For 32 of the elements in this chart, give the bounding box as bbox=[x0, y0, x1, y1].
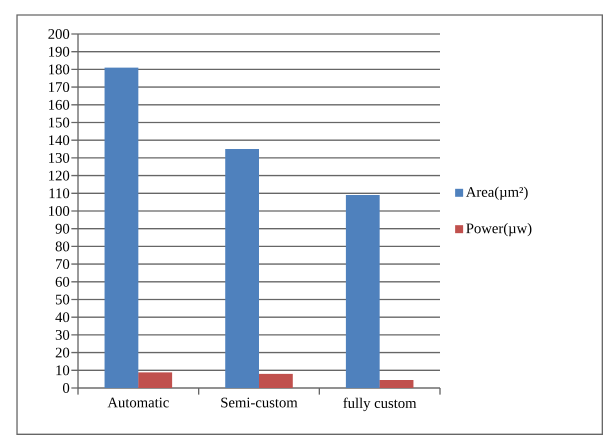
y-tick-label: 40 bbox=[55, 312, 70, 322]
y-tick-label: 30 bbox=[56, 330, 70, 340]
y-tick-label: 160 bbox=[49, 100, 70, 110]
bar bbox=[380, 380, 414, 388]
bar bbox=[104, 68, 138, 388]
y-tick-label: 130 bbox=[49, 152, 70, 163]
y-tick-label: 50 bbox=[56, 294, 70, 304]
x-tick-label: Semi-custom bbox=[221, 398, 298, 408]
x-tick-label: fully custom bbox=[343, 398, 416, 412]
bar bbox=[225, 149, 260, 388]
x-tick-label: Automatic bbox=[108, 398, 169, 408]
y-tick-label: 110 bbox=[50, 188, 70, 198]
y-tick-label: 140 bbox=[49, 135, 70, 146]
y-tick-label: 20 bbox=[56, 348, 70, 358]
y-tick-label: 0 bbox=[62, 383, 70, 393]
bar bbox=[138, 372, 172, 388]
y-tick-label: 170 bbox=[49, 82, 70, 92]
y-tick-label: 90 bbox=[56, 224, 70, 234]
y-tick-label: 10 bbox=[56, 365, 70, 376]
y-tick-label: 100 bbox=[49, 206, 70, 216]
bar bbox=[259, 374, 293, 388]
legend-label: Power(µw) bbox=[466, 223, 532, 236]
y-tick-label: 200 bbox=[48, 29, 70, 39]
y-tick-label: 190 bbox=[49, 46, 70, 57]
y-tick-label: 80 bbox=[56, 241, 70, 252]
y-tick-label: 150 bbox=[49, 118, 70, 128]
y-tick-label: 60 bbox=[56, 276, 70, 287]
y-tick-label: 180 bbox=[49, 64, 70, 74]
y-tick-label: 70 bbox=[56, 259, 70, 270]
legend-label: Area(µm²) bbox=[466, 186, 528, 200]
y-tick-label: 120 bbox=[49, 170, 70, 181]
bar bbox=[346, 195, 380, 388]
